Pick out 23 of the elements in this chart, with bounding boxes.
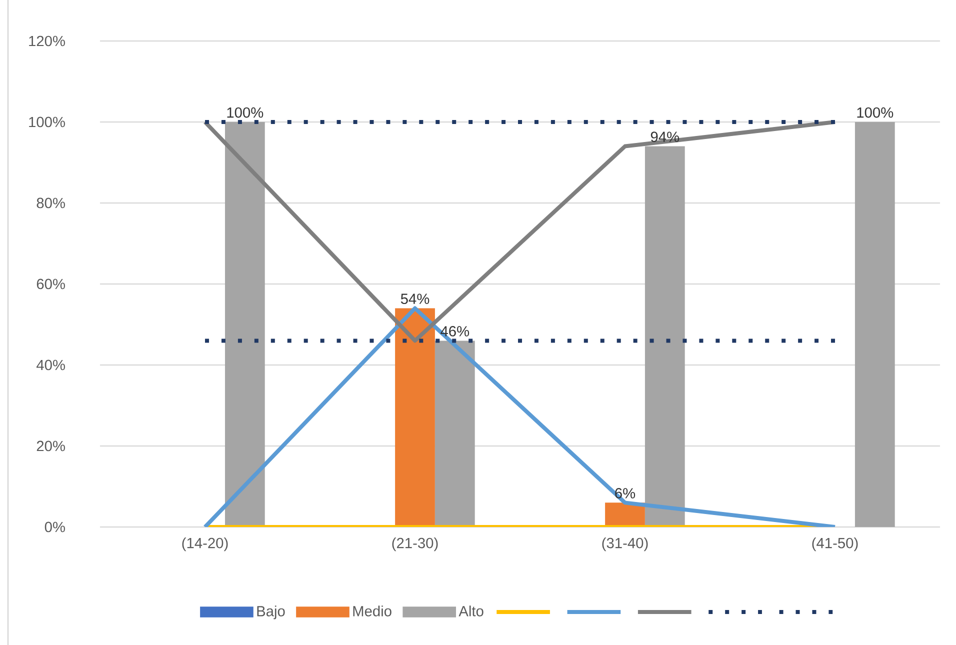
- y-tick-label: 80%: [36, 198, 65, 208]
- bar: [644, 146, 685, 527]
- y-tick-label: 40%: [36, 360, 65, 370]
- bar: [224, 122, 265, 527]
- data-label: 100%: [857, 107, 894, 118]
- data-label: 54%: [400, 294, 430, 304]
- legend-label: Medio: [353, 606, 392, 616]
- legend-label: Alto: [458, 606, 484, 616]
- y-tick-label: 0%: [44, 522, 65, 532]
- y-tick-label: 60%: [36, 278, 65, 290]
- y-tick-label: 120%: [29, 36, 65, 46]
- legend-label: Bajo: [257, 606, 285, 620]
- x-tick-label: (21-30): [392, 537, 438, 552]
- data-label: 100%: [227, 107, 264, 118]
- x-tick-label: (31-40): [602, 537, 648, 552]
- bar: [854, 122, 895, 527]
- bar: [434, 340, 475, 527]
- y-tick-label: 100%: [29, 116, 65, 128]
- x-tick-label: (14-20): [182, 537, 228, 552]
- y-tick-label: 20%: [36, 440, 65, 452]
- bar: [395, 308, 435, 527]
- x-tick-label: (41-50): [812, 537, 858, 552]
- data-label: 94%: [650, 132, 680, 142]
